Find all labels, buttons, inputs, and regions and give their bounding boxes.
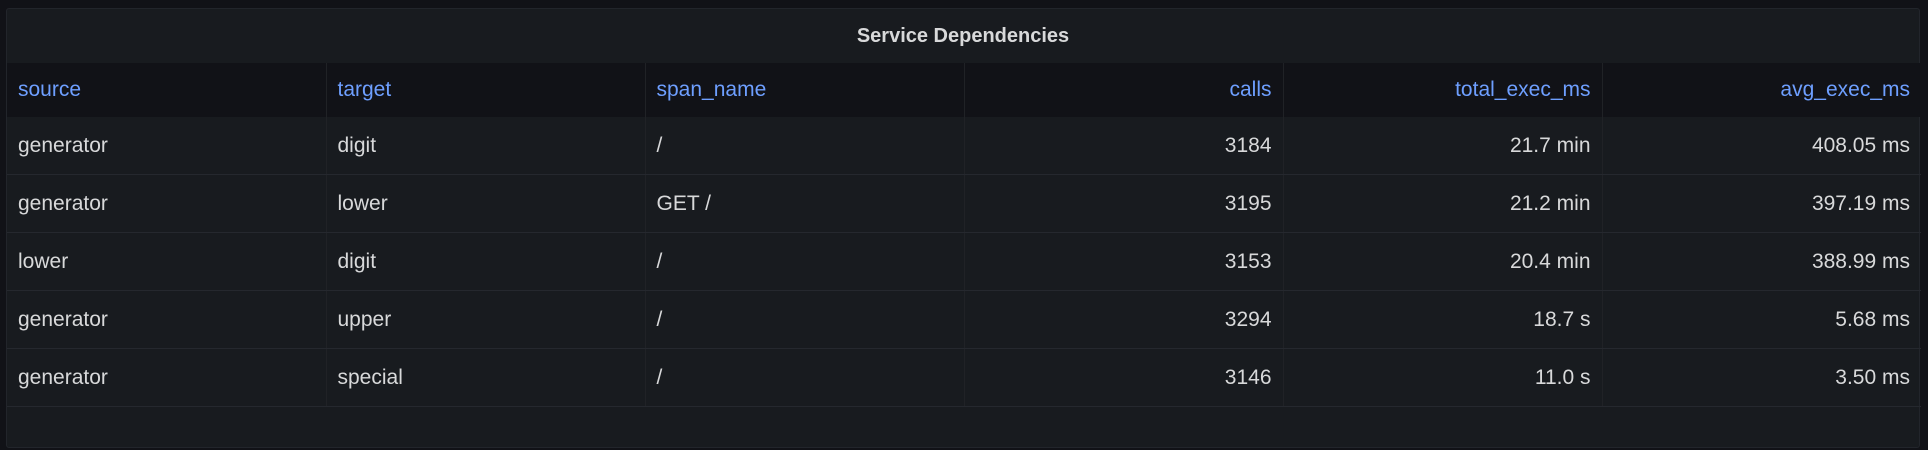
cell-source: generator <box>7 117 327 175</box>
cell-source: generator <box>7 348 327 407</box>
cell-total-exec-ms: 18.7 s <box>1283 290 1603 349</box>
cell-target: lower <box>326 174 646 233</box>
table-row: generator upper / 3294 18.7 s 5.68 ms <box>7 290 1921 349</box>
column-header-target[interactable]: target <box>326 63 646 117</box>
cell-avg-exec-ms: 408.05 ms <box>1602 117 1921 175</box>
table-row: generator lower GET / 3195 21.2 min 397.… <box>7 174 1921 233</box>
cell-span-name: / <box>645 348 965 407</box>
cell-span-name: GET / <box>645 174 965 233</box>
column-header-calls[interactable]: calls <box>964 63 1284 117</box>
column-header-span-name[interactable]: span_name <box>645 63 965 117</box>
cell-target: digit <box>326 117 646 175</box>
table-row: generator special / 3146 11.0 s 3.50 ms <box>7 348 1921 407</box>
cell-total-exec-ms: 20.4 min <box>1283 232 1603 291</box>
cell-target: digit <box>326 232 646 291</box>
cell-avg-exec-ms: 397.19 ms <box>1602 174 1921 233</box>
dependencies-table: source target span_name calls total_exec… <box>7 63 1921 407</box>
cell-span-name: / <box>645 117 965 175</box>
service-dependencies-panel: Service Dependencies source target span_… <box>6 8 1921 448</box>
table-row: lower digit / 3153 20.4 min 388.99 ms <box>7 232 1921 291</box>
column-header-source[interactable]: source <box>7 63 327 117</box>
column-header-avg-exec-ms[interactable]: avg_exec_ms <box>1602 63 1921 117</box>
cell-avg-exec-ms: 3.50 ms <box>1602 348 1921 407</box>
column-header-total-exec-ms[interactable]: total_exec_ms <box>1283 63 1603 117</box>
cell-source: generator <box>7 290 327 349</box>
cell-total-exec-ms: 21.2 min <box>1283 174 1603 233</box>
cell-calls: 3184 <box>964 117 1284 175</box>
cell-target: upper <box>326 290 646 349</box>
cell-span-name: / <box>645 232 965 291</box>
cell-span-name: / <box>645 290 965 349</box>
cell-calls: 3195 <box>964 174 1284 233</box>
cell-source: lower <box>7 232 327 291</box>
cell-calls: 3146 <box>964 348 1284 407</box>
cell-total-exec-ms: 21.7 min <box>1283 117 1603 175</box>
cell-avg-exec-ms: 5.68 ms <box>1602 290 1921 349</box>
cell-avg-exec-ms: 388.99 ms <box>1602 232 1921 291</box>
table-row: generator digit / 3184 21.7 min 408.05 m… <box>7 117 1921 175</box>
cell-target: special <box>326 348 646 407</box>
panel-title[interactable]: Service Dependencies <box>856 25 1070 47</box>
cell-calls: 3294 <box>964 290 1284 349</box>
cell-calls: 3153 <box>964 232 1284 291</box>
table-header-row: source target span_name calls total_exec… <box>7 63 1921 117</box>
cell-source: generator <box>7 174 327 233</box>
cell-total-exec-ms: 11.0 s <box>1283 348 1603 407</box>
